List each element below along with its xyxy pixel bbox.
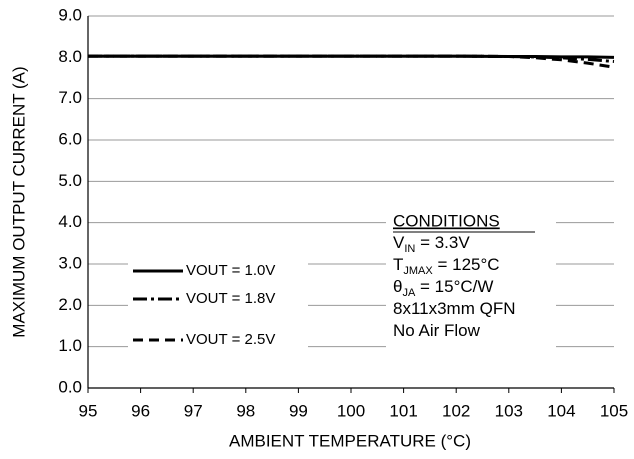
y-tick-label: 8.0 (58, 47, 82, 66)
x-tick-label: 105 (600, 401, 628, 420)
y-tick-label: 5.0 (58, 171, 82, 190)
annotation-text: = 125°C (433, 255, 500, 274)
legend-label: VOUT = 2.5V (186, 331, 275, 348)
y-axis-label: MAXIMUM OUTPUT CURRENT (A) (9, 66, 28, 337)
annotation-line: No Air Flow (393, 321, 481, 340)
y-tick-label: 7.0 (58, 88, 82, 107)
y-tick-label: 0.0 (58, 377, 82, 396)
annotation-text: V (393, 233, 405, 252)
x-tick-label: 96 (131, 401, 150, 420)
x-tick-label: 100 (337, 401, 365, 420)
annotation-text: θ (393, 277, 402, 296)
x-tick-label: 98 (236, 401, 255, 420)
annotation-subscript: JMAX (403, 265, 433, 277)
legend-label: VOUT = 1.8V (186, 290, 275, 307)
y-tick-label: 2.0 (58, 295, 82, 314)
x-tick-label: 99 (289, 401, 308, 420)
y-tick-label: 4.0 (58, 212, 82, 231)
x-tick-label: 97 (184, 401, 203, 420)
annotation-line: TJMAX = 125°C (393, 255, 500, 276)
x-tick-label: 104 (547, 401, 575, 420)
series-line (88, 54, 615, 69)
y-tick-label: 6.0 (58, 129, 82, 148)
x-tick-label: 101 (389, 401, 417, 420)
y-tick-label: 9.0 (58, 5, 82, 24)
annotation-line: θJA = 15°C/W (393, 277, 493, 298)
y-tick-label: 3.0 (58, 253, 82, 272)
annotation-text: No Air Flow (393, 321, 481, 340)
annotation-text: 8x11x3mm QFN (393, 299, 516, 318)
annotation-text: = 3.3V (415, 233, 470, 252)
annotation-subscript: JA (402, 287, 416, 299)
annotation-line: 8x11x3mm QFN (393, 299, 516, 318)
annotation-line: VIN = 3.3V (393, 233, 470, 254)
x-tick-label: 103 (495, 401, 523, 420)
annotation-background (386, 208, 556, 368)
annotation-title: CONDITIONS (393, 211, 500, 230)
x-tick-label: 102 (442, 401, 470, 420)
x-tick-label: 95 (79, 401, 98, 420)
annotation-subscript: IN (404, 243, 415, 255)
y-tick-label: 1.0 (58, 336, 82, 355)
x-axis-label: AMBIENT TEMPERATURE (°C) (229, 431, 471, 450)
legend-label: VOUT = 1.0V (186, 262, 275, 279)
annotation-text: T (393, 255, 403, 274)
annotation-text: = 15°C/W (415, 277, 493, 296)
